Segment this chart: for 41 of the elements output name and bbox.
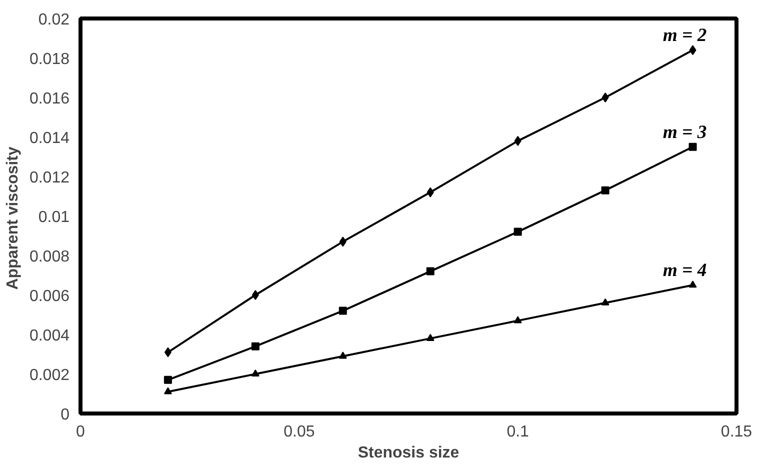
x-tick-label: 0.1	[506, 424, 530, 440]
x-tick-label: 0.05	[284, 424, 315, 440]
y-tick-label: 0.002	[29, 367, 70, 384]
y-tick-label: 0.012	[29, 170, 70, 186]
point	[688, 280, 697, 288]
y-axis-title: Apparent viscosity	[4, 146, 22, 290]
point	[426, 267, 434, 276]
series-label: m = 2	[662, 25, 707, 46]
x-tick-label: 0.15	[720, 424, 752, 440]
series-label: m = 4	[662, 260, 707, 282]
y-tick-label: 0.014	[29, 130, 70, 147]
point	[688, 142, 697, 151]
point	[338, 306, 347, 315]
y-tick-label: 0.018	[29, 51, 70, 68]
point	[514, 228, 522, 236]
point	[602, 92, 609, 102]
y-tick-label: 0.006	[29, 288, 70, 305]
point	[251, 369, 260, 377]
point	[689, 45, 696, 56]
point	[514, 316, 522, 324]
y-tick-label: 0.01	[38, 209, 70, 226]
point	[164, 376, 172, 384]
point	[339, 236, 346, 247]
x-tick-label: 0	[76, 424, 86, 440]
point	[251, 342, 260, 350]
point	[164, 387, 172, 394]
point	[426, 187, 434, 198]
point	[164, 347, 172, 358]
y-tick-label: 0.008	[29, 248, 70, 266]
y-tick-label: 0	[60, 406, 70, 424]
point	[601, 298, 610, 306]
y-tick-label: 0.016	[29, 90, 70, 108]
series-label: m = 3	[662, 122, 707, 143]
x-axis-title: Stenosis size	[358, 444, 460, 462]
point	[252, 290, 259, 300]
point	[514, 136, 522, 146]
y-tick-label: 0.02	[38, 12, 70, 28]
y-tick-label: 0.004	[29, 328, 70, 344]
point	[601, 186, 610, 194]
point	[426, 334, 434, 341]
point	[338, 352, 347, 359]
